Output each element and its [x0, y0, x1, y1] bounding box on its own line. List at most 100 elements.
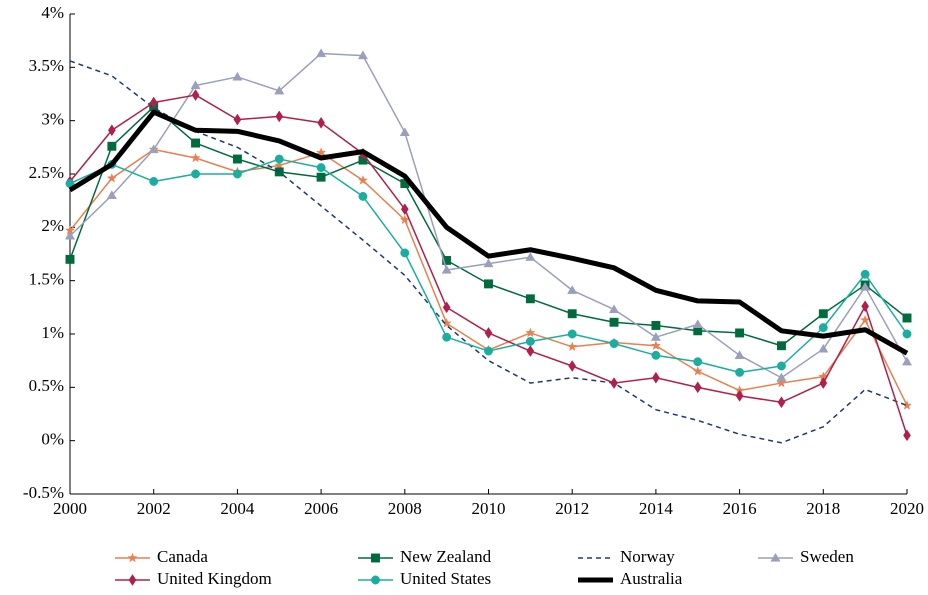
- marker: [371, 575, 380, 585]
- marker: [442, 332, 452, 342]
- marker: [567, 329, 577, 339]
- series-line: [68, 109, 909, 356]
- marker: [191, 169, 201, 179]
- marker: [693, 381, 702, 394]
- marker: [149, 96, 158, 109]
- marker: [734, 350, 745, 359]
- legend-label: United States: [400, 569, 491, 588]
- marker: [770, 552, 781, 562]
- y-tick-label: 3%: [41, 110, 64, 129]
- marker: [567, 285, 578, 294]
- marker: [357, 175, 369, 185]
- marker: [317, 116, 325, 129]
- marker: [525, 252, 536, 261]
- marker: [567, 309, 577, 319]
- marker: [692, 365, 703, 376]
- marker: [902, 329, 912, 339]
- marker: [371, 553, 380, 563]
- marker: [903, 429, 911, 442]
- marker: [316, 147, 327, 158]
- marker: [232, 154, 242, 164]
- marker: [735, 367, 745, 377]
- legend-label: New Zealand: [400, 547, 492, 566]
- y-tick-label: 0.5%: [29, 376, 64, 395]
- legend-label: Australia: [620, 569, 683, 588]
- marker: [233, 113, 242, 126]
- marker: [149, 177, 159, 186]
- marker: [148, 144, 159, 154]
- marker: [860, 281, 871, 291]
- marker: [106, 190, 117, 199]
- x-tick-label: 2000: [53, 499, 87, 518]
- marker: [776, 377, 787, 388]
- marker: [525, 337, 535, 346]
- marker: [191, 138, 201, 148]
- x-tick-label: 2014: [639, 499, 674, 518]
- legend-label: United Kingdom: [157, 569, 272, 588]
- legend-label: Sweden: [800, 547, 854, 566]
- marker: [64, 230, 76, 240]
- marker: [191, 89, 200, 101]
- marker: [818, 323, 828, 333]
- y-tick-label: 0%: [41, 430, 64, 449]
- marker: [692, 319, 703, 329]
- x-tick-label: 2008: [388, 499, 422, 518]
- y-tick-label: 1%: [41, 323, 64, 342]
- marker: [274, 85, 285, 95]
- marker: [316, 172, 326, 182]
- marker: [232, 71, 243, 81]
- marker: [568, 360, 577, 372]
- x-tick-label: 2012: [555, 499, 589, 518]
- marker: [525, 294, 535, 304]
- marker: [860, 269, 870, 279]
- marker: [127, 552, 138, 563]
- marker: [358, 191, 368, 201]
- marker: [400, 203, 409, 216]
- marker: [693, 357, 703, 367]
- marker: [652, 371, 660, 384]
- marker: [526, 345, 535, 357]
- marker: [274, 160, 285, 170]
- marker: [567, 341, 578, 352]
- marker: [107, 124, 116, 137]
- x-tick-label: 2002: [137, 499, 171, 518]
- y-tick-label: 3.5%: [29, 56, 64, 75]
- marker: [357, 50, 369, 60]
- marker: [232, 169, 242, 179]
- marker: [650, 340, 661, 351]
- marker: [610, 377, 618, 389]
- marker: [106, 172, 117, 183]
- marker: [651, 350, 661, 360]
- y-tick-label: 1.5%: [29, 270, 64, 289]
- x-tick-label: 2006: [304, 499, 338, 518]
- marker: [861, 300, 870, 313]
- marker: [608, 304, 620, 314]
- marker: [609, 317, 619, 327]
- series-line: [69, 60, 908, 444]
- marker: [483, 258, 494, 268]
- marker: [442, 301, 451, 314]
- marker: [777, 341, 786, 351]
- marker: [819, 377, 828, 389]
- marker: [274, 154, 284, 164]
- marker: [484, 327, 493, 339]
- marker: [190, 80, 201, 90]
- y-tick-label: 2%: [41, 216, 64, 235]
- marker: [442, 255, 452, 265]
- marker: [128, 574, 137, 586]
- marker: [735, 328, 745, 338]
- x-tick-label: 2004: [220, 499, 255, 518]
- marker: [316, 163, 326, 173]
- y-tick-label: 4%: [41, 3, 64, 22]
- marker: [650, 332, 661, 341]
- y-tick-label: 2.5%: [29, 163, 64, 182]
- x-tick-label: 2020: [890, 499, 924, 518]
- marker: [818, 343, 829, 353]
- marker: [107, 141, 117, 151]
- marker: [902, 313, 912, 323]
- marker: [441, 264, 452, 274]
- marker: [735, 389, 744, 402]
- x-tick-label: 2018: [806, 499, 840, 518]
- x-tick-label: 2016: [723, 499, 757, 518]
